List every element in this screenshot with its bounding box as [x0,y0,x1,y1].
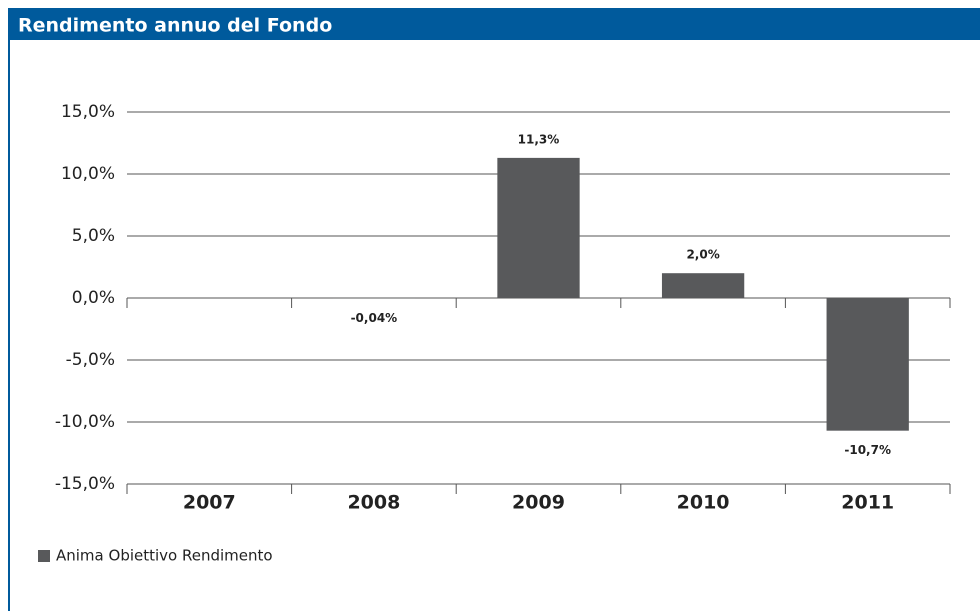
y-tick-label: 10,0% [61,164,115,184]
y-tick-label: -15,0% [55,474,115,494]
data-label: 2,0% [686,248,719,262]
y-tick-label: 0,0% [72,288,115,308]
bar [497,157,580,298]
left-border [8,40,10,611]
y-tick-label: -10,0% [55,412,115,432]
y-tick-label: -5,0% [66,350,115,370]
data-label: 11,3% [518,132,560,146]
chart-title: Rendimento annuo del Fondo [18,15,332,37]
legend-label: Anima Obiettivo Rendimento [56,547,273,565]
y-tick-label: 15,0% [61,102,115,122]
header-bar [8,8,980,40]
y-tick-label: 5,0% [72,226,115,246]
x-tick-label: 2009 [512,492,565,514]
x-tick-label: 2011 [841,492,894,514]
bar [826,298,909,431]
bar [661,273,745,298]
data-label: -10,7% [844,443,891,457]
data-label: -0,04% [351,311,398,325]
x-tick-label: 2008 [347,492,400,514]
x-tick-label: 2007 [183,492,236,514]
x-tick-label: 2010 [677,492,730,514]
legend-swatch [38,550,50,562]
